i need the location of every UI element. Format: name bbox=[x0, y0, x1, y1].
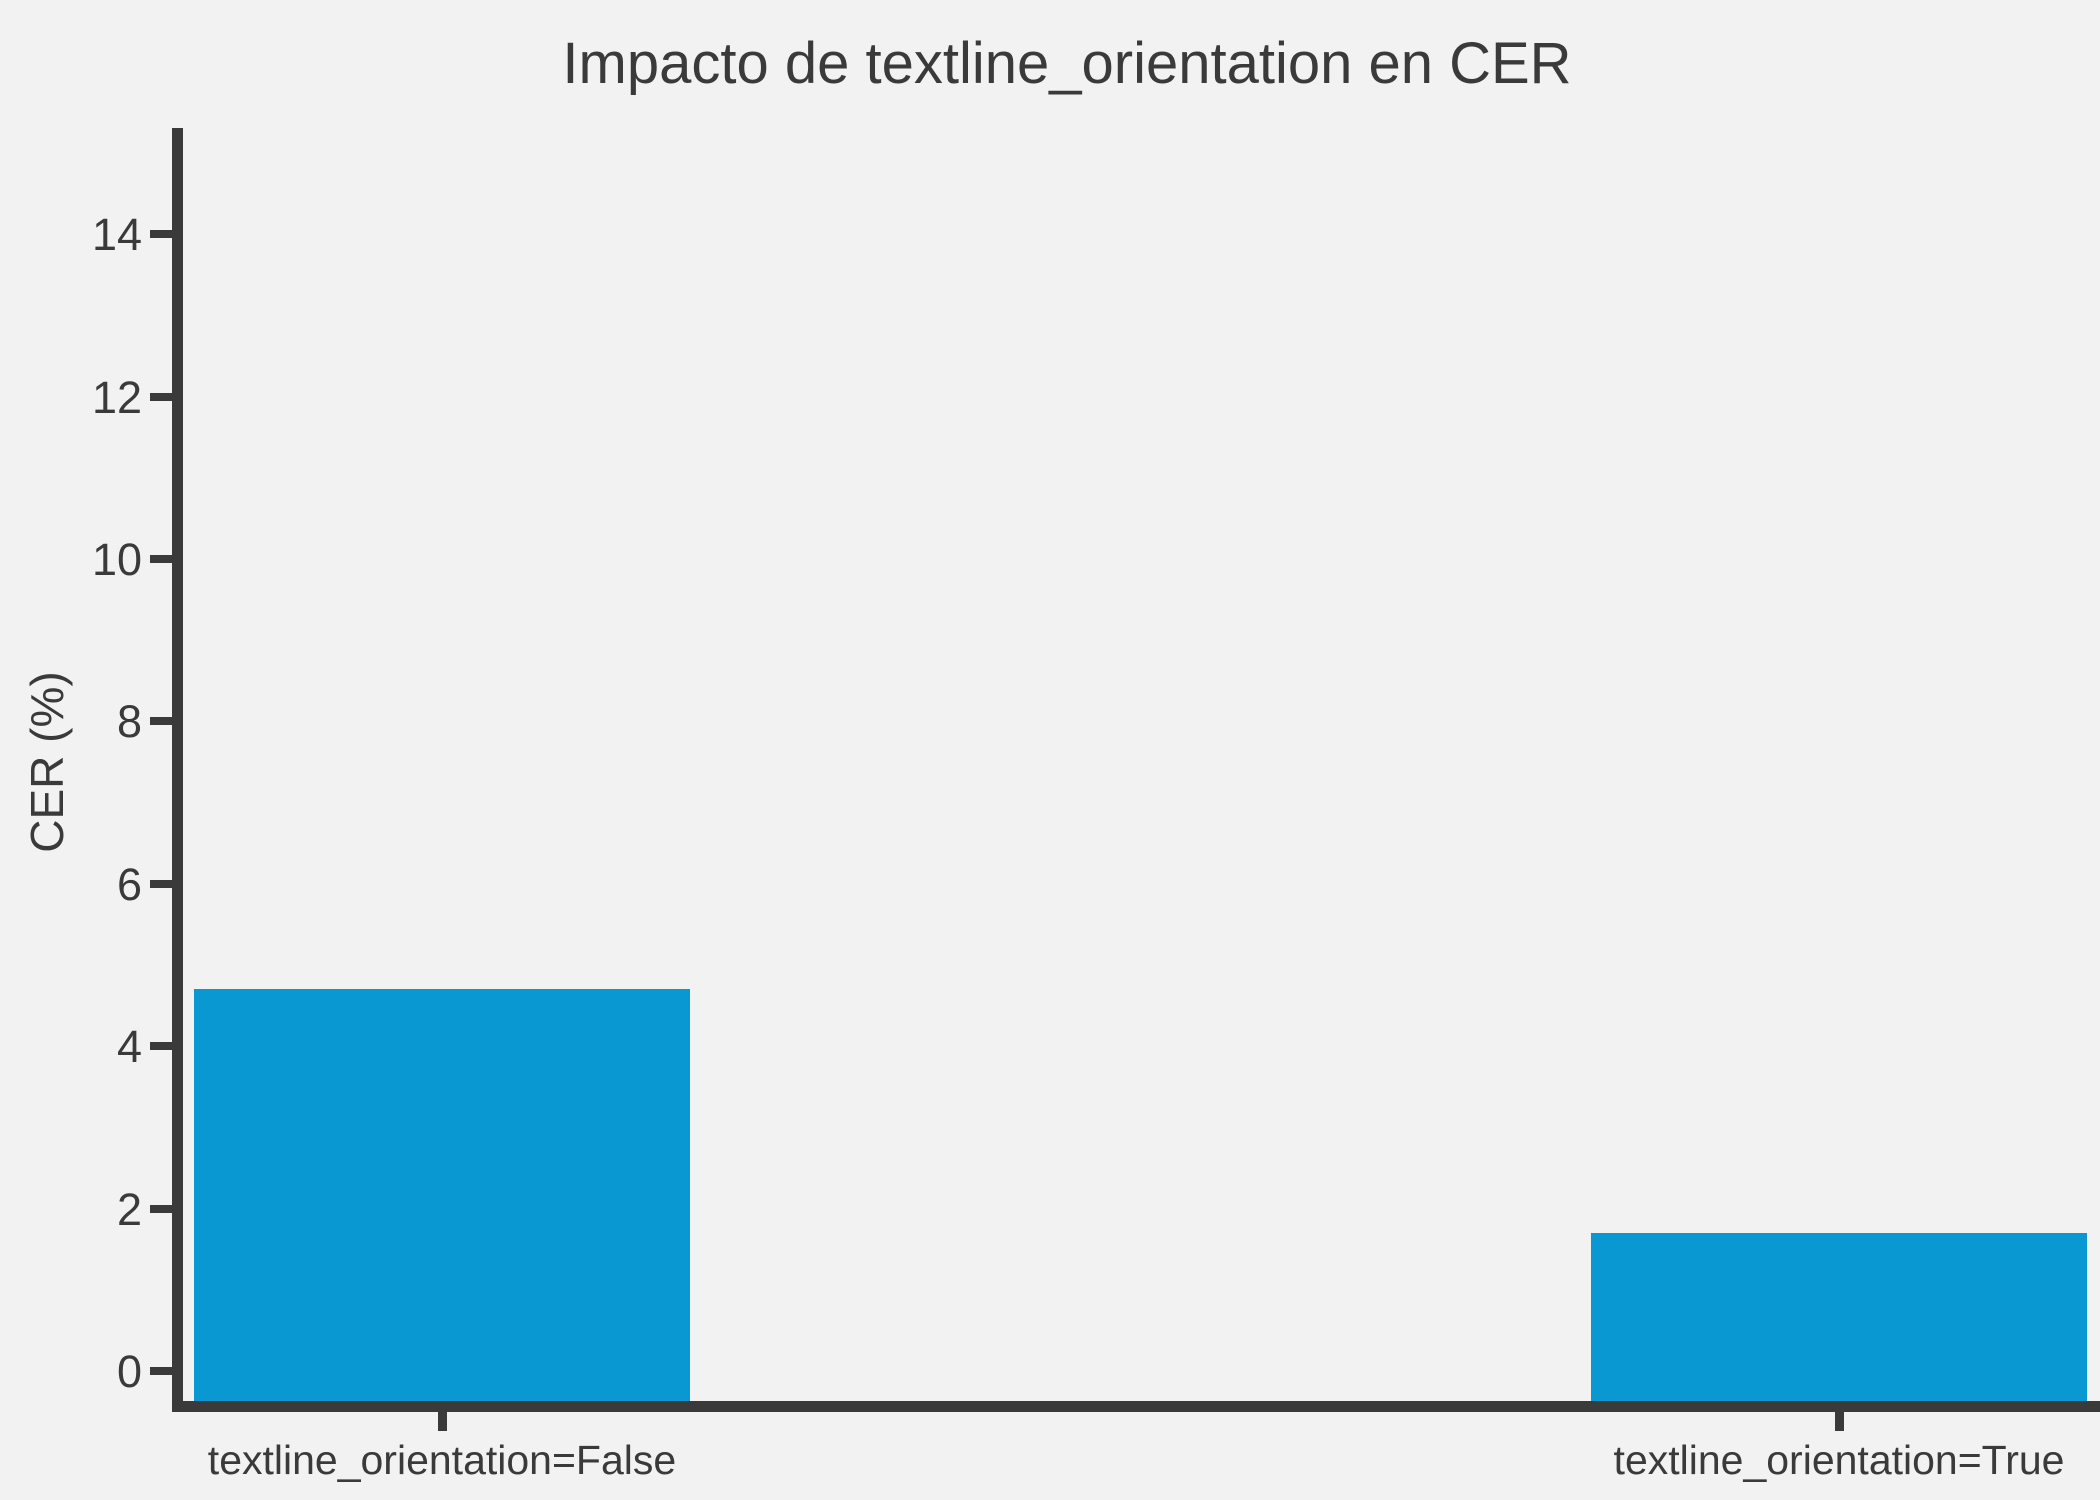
y-tick-label: 0 bbox=[116, 1346, 142, 1397]
y-tick-mark bbox=[150, 717, 172, 726]
y-tick-mark bbox=[150, 230, 172, 239]
y-tick-label: 10 bbox=[91, 534, 142, 585]
chart-title: Impacto de textline_orientation en CER bbox=[562, 31, 1572, 96]
y-tick-label: 8 bbox=[116, 696, 142, 748]
y-tick-mark bbox=[150, 1042, 172, 1051]
y-tick-mark bbox=[150, 1204, 172, 1213]
y-tick-label: 2 bbox=[116, 1183, 142, 1235]
y-tick-label: 6 bbox=[116, 858, 142, 910]
y-tick-mark bbox=[150, 879, 172, 888]
y-tick-mark bbox=[150, 392, 172, 401]
y-axis-line bbox=[172, 128, 183, 1412]
y-tick-label: 4 bbox=[116, 1021, 142, 1073]
x-tick-label: textline_orientation=False bbox=[207, 1437, 677, 1483]
y-tick-mark bbox=[150, 555, 172, 563]
y-tick-mark bbox=[150, 1367, 172, 1375]
x-tick-mark bbox=[437, 1412, 447, 1431]
bar-textline_orientation=True bbox=[1591, 1232, 2087, 1401]
bar-textline_orientation=False bbox=[194, 989, 690, 1401]
x-axis-line bbox=[172, 1401, 2100, 1412]
x-tick-mark bbox=[1834, 1412, 1844, 1431]
y-tick-label: 14 bbox=[91, 209, 142, 261]
x-tick-label: textline_orientation=True bbox=[1613, 1437, 2065, 1483]
y-tick-label: 12 bbox=[91, 371, 142, 423]
